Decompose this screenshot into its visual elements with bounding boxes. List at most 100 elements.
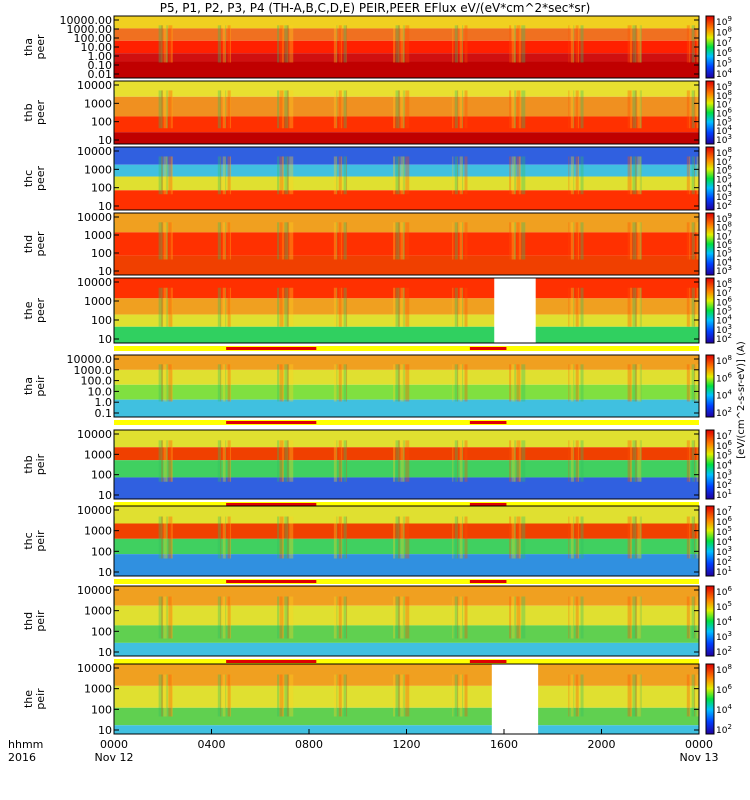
spectrogram-band <box>114 81 699 97</box>
spectrogram-streak <box>568 674 570 717</box>
spectrogram-streak <box>222 156 226 195</box>
spectrogram-streak <box>454 25 458 63</box>
spectrogram-streak <box>333 90 337 129</box>
colorbar-tick-exponent: 3 <box>727 133 731 141</box>
panel-label-instrument: peer <box>34 100 47 126</box>
spectrogram-band <box>114 147 699 165</box>
spectrogram-streak <box>573 516 575 559</box>
spectrogram-streak <box>630 516 633 559</box>
spectrogram-streak <box>393 674 396 717</box>
spectrogram-streak <box>509 596 512 639</box>
spectrogram-streak <box>634 156 637 195</box>
spectrogram-streak <box>459 596 463 639</box>
spectrogram-streak <box>163 156 168 195</box>
colorbar-tick-exponent: 5 <box>727 449 731 457</box>
spectrogram-streak <box>402 287 405 327</box>
y-tick-label: 1000 <box>84 525 112 538</box>
spectrogram-streak <box>639 516 642 559</box>
spectrogram-streak <box>163 287 168 327</box>
spectrogram-streak <box>168 440 173 482</box>
spectrogram-streak <box>513 596 516 639</box>
spectrogram-streak <box>277 440 280 482</box>
spectrogram-streak <box>217 674 221 717</box>
spectrogram-streak <box>634 287 637 327</box>
spectrogram-streak <box>338 90 342 129</box>
spectrogram-streak <box>696 674 700 717</box>
spectrogram-streak <box>397 440 400 482</box>
spectrogram-streak <box>397 90 400 129</box>
colorbar-tick-exponent: 8 <box>727 146 731 154</box>
y-tick-label: 100 <box>91 625 112 638</box>
spectrogram-streak <box>452 516 454 559</box>
panel-label-probe: thb <box>22 455 35 473</box>
panel-label-instrument: peir <box>34 375 47 397</box>
spectrogram-streak <box>397 516 400 559</box>
spectrogram-streak <box>289 440 294 482</box>
spectrogram-streak <box>454 90 458 129</box>
spectrogram-streak <box>513 440 516 482</box>
y-tick-label: 10000 <box>77 504 112 517</box>
spectrogram-streak <box>227 516 231 559</box>
spectrogram-streak <box>168 674 173 717</box>
spectrogram-streak <box>395 156 400 195</box>
spectrogram-streak <box>630 90 633 129</box>
spectrogram-streak <box>279 674 284 717</box>
spectrogram-streak <box>637 156 642 195</box>
spectrogram-streak <box>405 596 410 639</box>
spectrogram-streak <box>346 364 348 402</box>
spectrogram-streak <box>518 25 521 63</box>
spectrogram-streak <box>634 596 637 639</box>
spectrogram-streak <box>220 90 222 129</box>
spectrogram-streak <box>575 596 579 639</box>
spectrogram-streak <box>689 516 691 559</box>
spectrogram-streak <box>689 90 691 129</box>
spectrogram-streak <box>289 287 294 327</box>
spectrogram-streak <box>163 674 168 717</box>
spectrogram-streak <box>170 156 173 195</box>
spectrogram-streak <box>222 364 226 402</box>
spectrogram-streak <box>277 222 280 260</box>
spectrogram-streak <box>696 222 700 260</box>
colorbar-tick-label: 106 <box>716 371 732 384</box>
spectrogram-streak <box>395 516 400 559</box>
y-tick-label: 10000 <box>77 211 112 224</box>
spectrogram-streak <box>454 674 458 717</box>
spectrogram-streak <box>170 440 173 482</box>
spectrogram-streak <box>393 516 396 559</box>
spectrogram-streak <box>575 440 579 482</box>
spectrogram-streak <box>568 596 570 639</box>
spectrogram-streak <box>457 364 459 402</box>
spectrogram-streak <box>402 156 405 195</box>
spectrogram-streak <box>630 156 633 195</box>
spectrogram-streak <box>452 90 454 129</box>
spectrogram-streak <box>400 364 405 402</box>
spectrogram-streak <box>286 596 289 639</box>
spectrogram-streak <box>289 90 294 129</box>
spectrogram-streak <box>165 222 168 260</box>
colorbar-tick-exponent: 4 <box>727 459 732 467</box>
spectrogram-band <box>114 232 699 256</box>
y-tick-label: 1000.00 <box>67 23 113 36</box>
spectrogram-streak <box>405 90 410 129</box>
spectrogram-band <box>114 314 699 327</box>
spectrogram-streak <box>513 516 516 559</box>
spectrogram-streak <box>457 440 459 482</box>
spectrogram-streak <box>277 596 280 639</box>
spectrogram-streak <box>511 440 516 482</box>
spectrogram-streak <box>521 596 526 639</box>
spectrogram-streak <box>696 25 700 63</box>
spectrogram-streak <box>454 516 458 559</box>
colorbar-tick-exponent: 2 <box>727 645 731 653</box>
spectrogram-streak <box>459 440 463 482</box>
y-tick-label: 10000 <box>77 276 112 289</box>
spectrogram-streak <box>627 287 632 327</box>
colorbar-tick-exponent: 7 <box>727 286 731 294</box>
spectrogram-streak <box>578 516 580 559</box>
colorbar-tick-exponent: 5 <box>727 600 731 608</box>
panel-frame <box>113 429 700 500</box>
spectrogram-streak <box>227 90 231 129</box>
spectrogram-streak <box>694 364 696 402</box>
